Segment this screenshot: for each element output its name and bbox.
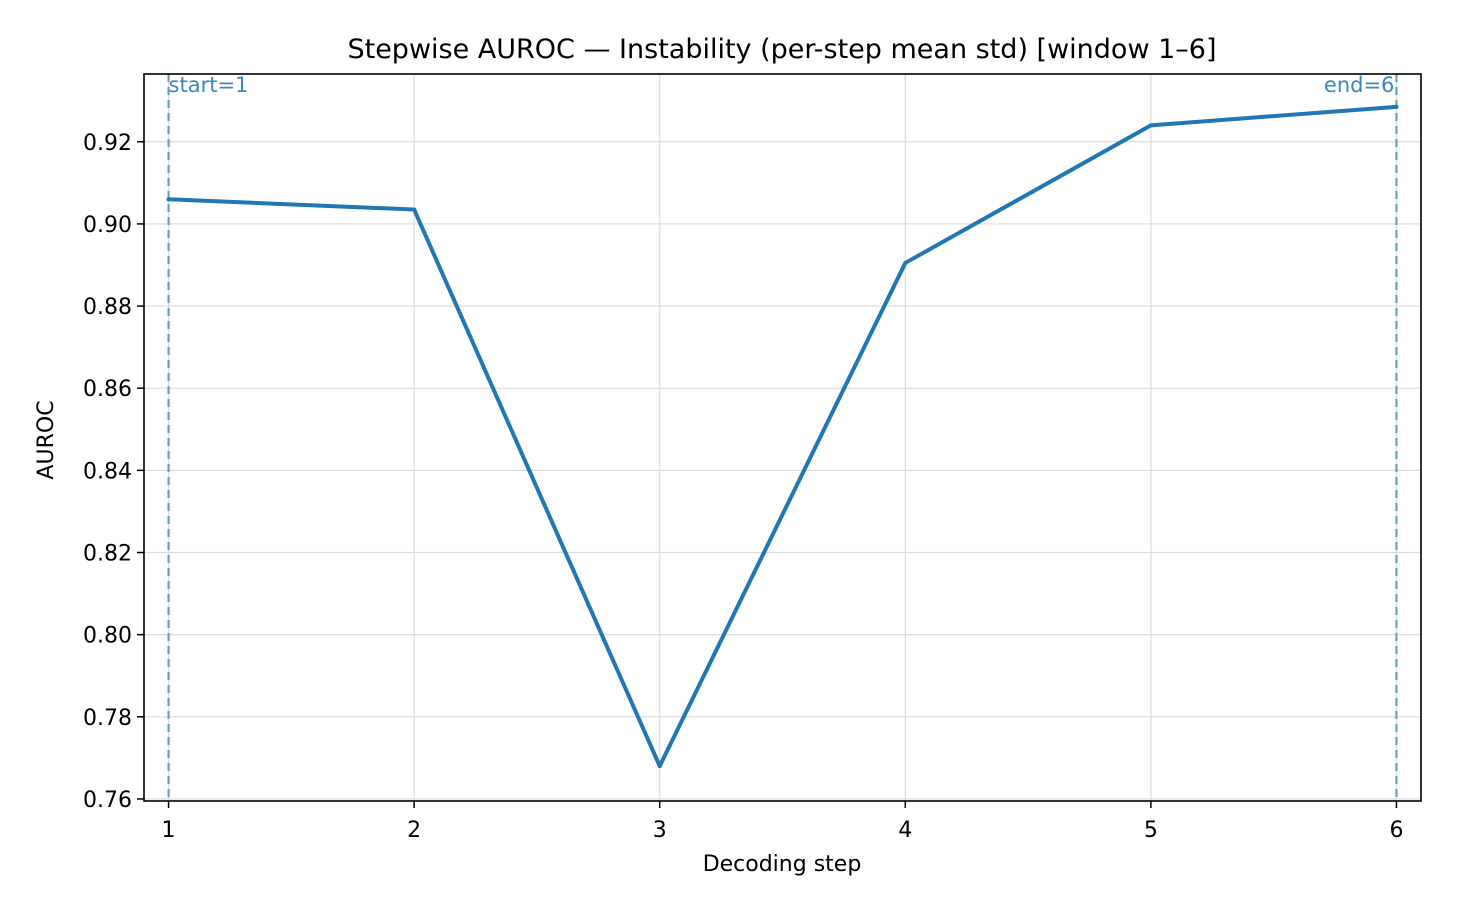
x-tick-label: 6 [1389,818,1403,843]
y-tick-label: 0.80 [83,624,132,649]
window-end-label: end=6 [1324,73,1395,97]
y-axis-ticks: 0.76 0.78 0.80 0.82 0.84 0.86 0.88 0.90 0.92 [83,131,144,813]
plot-frame [143,73,1422,802]
y-tick-label: 0.88 [83,295,132,320]
data-point [1148,123,1153,128]
series-layer [166,104,1399,769]
data-point [412,207,417,212]
series-line-0 [166,104,1399,769]
window-start-label: start=1 [169,73,249,97]
data-point [1394,104,1399,109]
data-point [657,764,662,769]
y-tick-label: 0.90 [83,213,132,238]
chart-title: Stepwise AUROC — Instability (per-step m… [347,34,1216,65]
x-axis-ticks: 1 2 3 4 5 6 [162,801,1403,843]
reference-lines: start=1 end=6 [167,73,1398,801]
y-tick-label: 0.84 [83,459,132,484]
x-tick-label: 3 [653,818,667,843]
y-tick-label: 0.76 [83,788,132,813]
x-tick-label: 1 [162,818,176,843]
y-tick-label: 0.92 [83,131,132,156]
x-axis-label: Decoding step [703,852,862,877]
x-tick-label: 5 [1144,818,1158,843]
x-tick-label: 4 [898,818,912,843]
y-axis-label: AUROC [34,400,59,479]
x-tick-label: 2 [407,818,421,843]
data-point [903,260,908,265]
y-tick-label: 0.86 [83,377,132,402]
data-point [166,197,171,202]
y-tick-label: 0.82 [83,542,132,567]
y-tick-label: 0.78 [83,706,132,731]
